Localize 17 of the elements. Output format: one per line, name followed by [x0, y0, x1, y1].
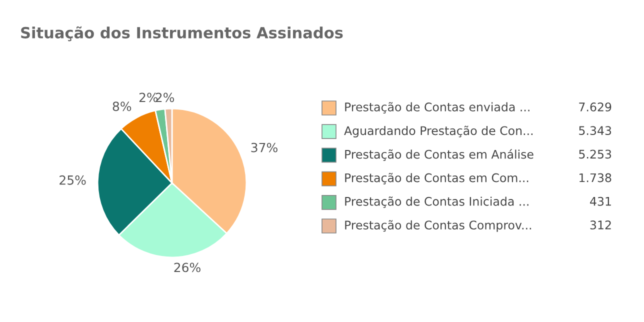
text: 7.629	[579, 102, 612, 112]
data-label: 37%	[251, 142, 278, 152]
legend-label: Prestação de Contas em Análise	[345, 149, 534, 161]
data-label: 8%	[112, 102, 132, 112]
legend-label: Prestação de Contas Comprov...	[345, 220, 532, 232]
text: 5.343	[579, 126, 612, 136]
legend-label: Prestação de Contas em Com...	[345, 172, 528, 184]
data-label: 25%	[60, 175, 86, 185]
text: 312	[590, 220, 611, 230]
chart-title: Situação dos Instrumentos Assinados	[21, 26, 343, 42]
data-label: 26%	[174, 262, 200, 272]
text: 1.738	[580, 173, 612, 182]
text: 5.253	[579, 150, 612, 159]
legend-label: Prestação de Contas Iniciada ...	[345, 196, 528, 208]
legend-label: Aguardando Prestação de Con...	[344, 126, 533, 138]
legend-label: Prestação de Contas enviada ...	[345, 102, 530, 114]
text: 431	[590, 196, 611, 206]
